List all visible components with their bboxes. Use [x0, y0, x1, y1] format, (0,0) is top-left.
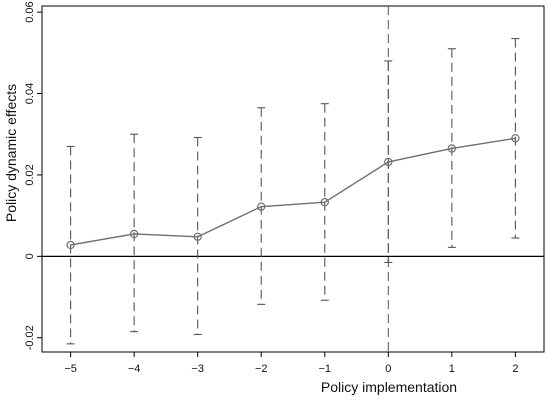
- estimate-line: [70, 137, 516, 246]
- estimate-point: [511, 134, 520, 143]
- estimate-point: [257, 202, 266, 211]
- y-tick-label: -0.02: [24, 325, 36, 350]
- plot-layer: -0.02 0 0.02 0.04 0.06 −5 −4 −3 −2 −1 0 1 2: [24, 1, 545, 375]
- x-tick-label: −1: [318, 363, 331, 375]
- x-tick-label: 1: [449, 363, 455, 375]
- y-tick-label: 0.02: [24, 164, 36, 185]
- estimate-point: [193, 232, 202, 242]
- estimate-point: [129, 229, 139, 239]
- estimate-point: [320, 198, 329, 207]
- estimate-point: [447, 144, 457, 153]
- x-tick-label: −2: [255, 363, 268, 375]
- y-tick-label: 0: [24, 253, 36, 259]
- plot-frame: [41, 5, 545, 353]
- x-tick-label: −3: [191, 363, 204, 375]
- x-tick-label: 0: [385, 363, 391, 375]
- x-axis-title: Policy implementation: [321, 379, 457, 395]
- x-tick-label: −4: [128, 363, 141, 375]
- y-axis-title: Policy dynamic effects: [3, 84, 19, 222]
- y-tick-label: 0.06: [24, 1, 36, 22]
- x-tick-label: 2: [512, 363, 518, 375]
- x-tick-label: −5: [64, 363, 77, 375]
- y-tick-label: 0.04: [24, 83, 36, 104]
- estimate-point: [66, 240, 75, 250]
- estimate-point: [384, 157, 393, 167]
